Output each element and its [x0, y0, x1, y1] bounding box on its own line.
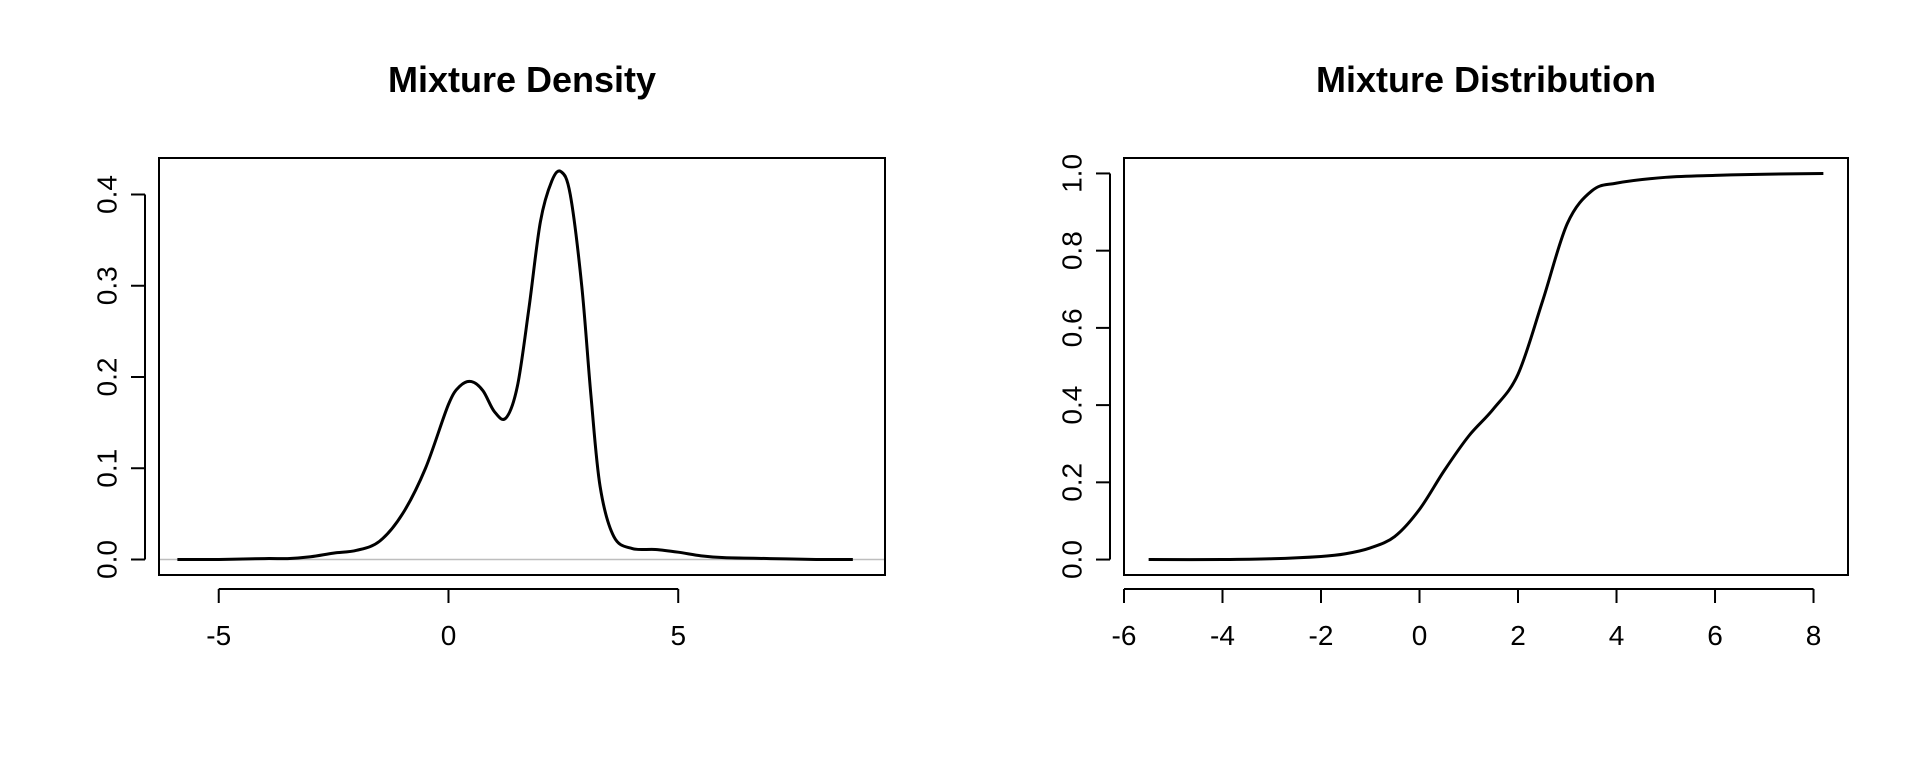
density-chart-x-tick-label: -5 — [206, 620, 231, 651]
density-chart: Mixture Density -5 0 5 0.0 0.1 0.2 0.3 0.4 — [92, 59, 886, 651]
density-chart-axes: -5 0 5 0.0 0.1 0.2 0.3 0.4 — [92, 175, 687, 651]
density-chart-y-tick-label: 0.1 — [92, 449, 123, 488]
distribution-chart-y-tick-label: 0.0 — [1057, 540, 1088, 579]
distribution-chart-y-tick-label: 0.4 — [1057, 386, 1088, 425]
density-chart-x-tick-label: 0 — [441, 620, 457, 651]
distribution-chart-y-tick-label: 0.8 — [1057, 231, 1088, 270]
distribution-chart-x-tick-label: 2 — [1510, 620, 1526, 651]
distribution-chart-plot-box — [1123, 157, 1849, 576]
distribution-chart-curve — [1148, 171, 1824, 562]
density-chart-series — [177, 169, 853, 562]
density-chart-y-tick-label: 0.3 — [92, 266, 123, 305]
distribution-chart-x-tick-label: -4 — [1210, 620, 1235, 651]
density-chart-y-tick-label: 0.2 — [92, 358, 123, 397]
distribution-chart-x-tick-label: 6 — [1707, 620, 1723, 651]
density-chart-x-tick-label: 5 — [670, 620, 686, 651]
distribution-chart-title: Mixture Distribution — [1316, 59, 1656, 100]
distribution-chart-y-tick-label: 1.0 — [1057, 154, 1088, 193]
distribution-chart-x-tick-label: 0 — [1412, 620, 1428, 651]
density-chart-y-tick-label: 0.4 — [92, 175, 123, 214]
distribution-chart-axes: -6 -4 -2 0 2 4 6 8 0.0 0.2 0.4 0.6 0.8 1.0 — [1057, 154, 1822, 651]
distribution-chart-y-tick-label: 0.6 — [1057, 308, 1088, 347]
density-chart-plot-box — [158, 157, 886, 576]
distribution-chart-x-tick-label: 8 — [1806, 620, 1822, 651]
distribution-chart-x-tick-label: -2 — [1309, 620, 1334, 651]
distribution-chart-y-tick-label: 0.2 — [1057, 463, 1088, 502]
density-chart-y-tick-label: 0.0 — [92, 540, 123, 579]
distribution-chart-series — [1148, 171, 1824, 562]
density-chart-curve — [177, 169, 853, 562]
distribution-chart-x-tick-label: -6 — [1112, 620, 1137, 651]
density-chart-title: Mixture Density — [388, 59, 656, 100]
distribution-chart-x-tick-label: 4 — [1609, 620, 1625, 651]
distribution-chart: Mixture Distribution -6 -4 -2 0 2 4 6 8 0.0 0.2 0.… — [1057, 59, 1849, 651]
